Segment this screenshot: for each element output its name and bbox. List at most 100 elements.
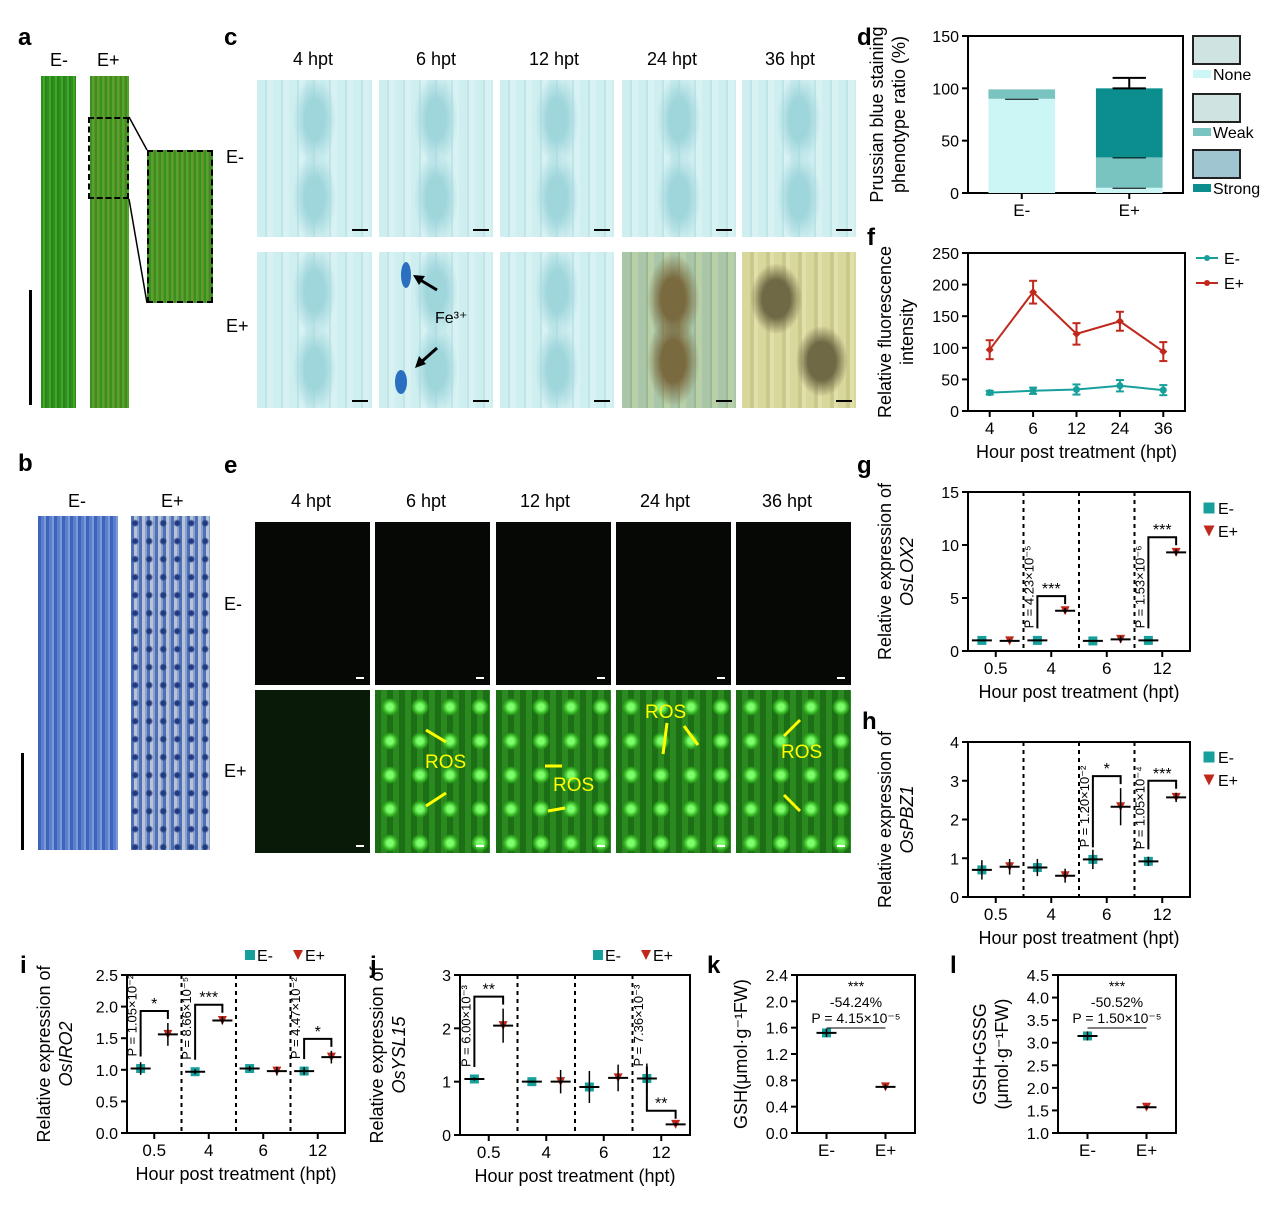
leaf-inset-magnified [147,150,213,303]
scale-bar [21,753,24,850]
x-tick-label: 0.5 [142,1141,166,1160]
e-row-label-e-plus: E+ [224,761,247,781]
bar-strong [1095,88,1163,158]
fluorescence-image [255,690,370,853]
x-tick-label: 6 [259,1141,268,1160]
y-tick-label: 3 [442,968,451,985]
data-point [1073,386,1080,394]
significance-bracket [1036,595,1067,629]
x-tick-label: E+ [875,1141,896,1160]
legend-label: E+ [1224,276,1244,293]
p-value: P = 7.36×10⁻³ [631,984,646,1066]
y-tick-label: 100 [932,81,959,98]
e-row-label-e-minus: E- [224,594,242,614]
panel-label-j: j [370,952,377,979]
micrograph [742,252,856,408]
panel-a-label-e-plus: E+ [97,50,120,70]
y-tick-label: 3.0 [1027,1036,1049,1053]
panel-a-label-e-minus: E- [50,50,68,70]
micrograph [622,80,736,237]
data-point [986,389,994,397]
y-tick-label: 3.5 [1027,1013,1049,1030]
micrograph [379,80,493,237]
y-tick-label: 100 [932,341,959,358]
fluorescence-image: ROS [736,690,851,853]
significance-stars: ** [655,1096,667,1113]
data-point [1029,288,1038,297]
x-tick-label: 4 [1047,905,1056,924]
p-value: P = 4.47×10⁻² [288,977,303,1059]
plot-frame-g [967,491,1191,652]
inset-connector [128,116,148,304]
stained-leaf-e-minus [38,516,118,850]
y-tick-label: 5 [950,591,959,608]
p-value: P = 6.00×10⁻³ [458,985,473,1067]
panel-label-d: d [857,24,872,51]
scale-bar [29,290,32,405]
y-axis-label: Relative expression of [875,482,895,660]
x-tick-label: E- [818,1141,835,1160]
c-col-header: 36 hpt [765,49,816,69]
significance-stars: ** [483,982,495,999]
data-point [1159,386,1167,394]
x-tick-label: E- [1013,201,1030,220]
y-tick-label: 0 [950,644,959,661]
micrograph [622,252,736,408]
micrograph [500,252,614,408]
y-axis-label: GSH(μmol·g⁻¹FW) [731,979,751,1129]
fluorescence-image: ROS [375,690,490,853]
legend-label: E- [605,948,621,965]
y-tick-label: 0 [442,1128,451,1145]
y-axis-label: OsIRO2 [56,1021,76,1086]
y-tick-label: 1.5 [1027,1103,1049,1120]
legend-swatch-none [1193,70,1211,78]
legend-label: E- [1218,501,1234,518]
fluorescence-image [375,522,490,685]
x-tick-label: 0.5 [477,1143,501,1162]
significance-stars: * [1104,761,1110,778]
fluorescence-image [616,522,731,685]
significance-stars: *** [199,990,218,1007]
significance-stars: *** [1153,522,1172,539]
significance-bracket [303,1037,333,1060]
y-tick-label: 0.0 [96,1126,118,1143]
stained-leaf-e-plus [131,516,210,850]
y-tick-label: 2.0 [96,1000,118,1017]
y-axis-label: Prussian blue staining [867,26,887,202]
legend-marker [1204,255,1210,261]
y-tick-label: 250 [932,246,959,263]
x-tick-label: 4 [542,1143,551,1162]
data-point [1116,382,1124,390]
x-axis-label: Hour post treatment (hpt) [978,682,1179,702]
y-tick-label: 1.0 [1027,1126,1049,1143]
legend-label: E+ [653,948,673,965]
x-tick-label: 12 [1067,419,1086,438]
legend-label: None [1213,67,1251,84]
significance-stars: *** [1153,766,1172,783]
y-axis-label: phenotype ratio (%) [889,36,909,193]
y-tick-label: 4.5 [1027,968,1049,985]
x-tick-label: 4 [204,1141,213,1160]
y-tick-label: 2.0 [766,994,788,1011]
p-value: P = 1.20×10⁻² [1077,765,1092,847]
y-axis-label: Relative fluorescence [875,246,895,418]
plot-frame-d [967,35,1184,194]
marker-e-minus [593,950,603,960]
p-value: P = 1.05×10⁻² [125,974,140,1056]
marker-e-minus [245,950,255,960]
y-tick-label: 1 [442,1075,451,1092]
panel-b-label-e-minus: E- [68,491,86,511]
legend-marker [1204,280,1210,286]
x-axis-label: Hour post treatment (hpt) [976,442,1177,462]
panel-label-h: h [862,708,877,735]
percent-change: -50.52% [1091,994,1143,1010]
y-axis-label: Relative expression of [34,964,54,1142]
significance-stars: * [151,996,157,1013]
panel-label-k: k [707,952,721,979]
leaf-image-e-plus [90,76,129,408]
y-tick-label: 0.0 [766,1126,788,1143]
fluorescence-image: ROS [496,690,611,853]
e-col-header: 6 hpt [406,491,447,511]
fluorescence-image [255,522,370,685]
